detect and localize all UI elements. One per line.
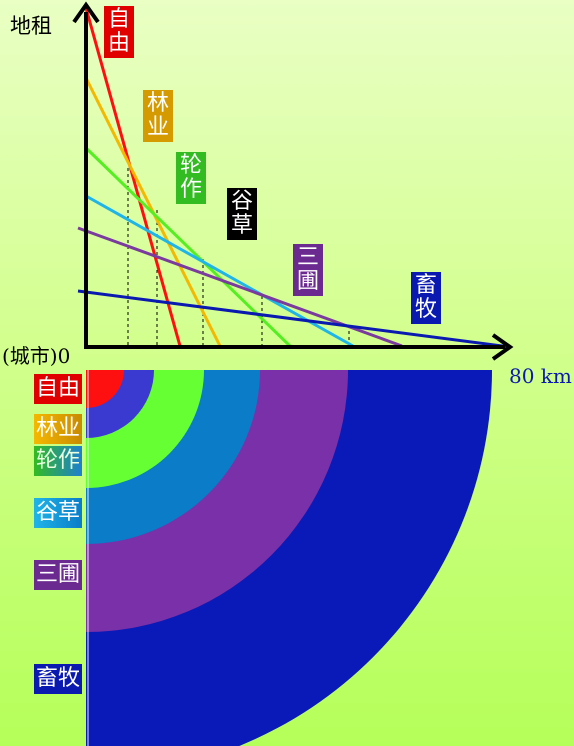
legend-sanpu: 三圃 [34, 560, 83, 590]
legend-lunzuo: 轮作 [34, 446, 83, 476]
zone-label-linye: 林业 [143, 90, 173, 142]
rent-line-sanpu [77, 226, 403, 348]
zone-label-sanpu: 三圃 [293, 244, 323, 296]
zone-label-xumu: 畜牧 [411, 272, 441, 324]
rent-chart [72, 1, 514, 361]
legend-ziyou: 自由 [34, 374, 83, 404]
x-axis-end-label: 80 km [509, 364, 572, 388]
zone-label-ziyou: 自由 [104, 6, 134, 58]
legend-linye: 林业 [34, 414, 83, 444]
ring-ziyou [86, 370, 124, 408]
ring-outside [238, 370, 492, 746]
legend-gucao: 谷草 [34, 498, 83, 528]
origin-label: (城市)0 [2, 344, 71, 368]
rent-line-ziyou [84, 7, 182, 347]
zone-label-lunzuo: 轮作 [176, 152, 206, 204]
x-axis-arrow [491, 333, 514, 361]
rent-line-xumu [77, 289, 511, 349]
zone-label-gucao: 谷草 [227, 188, 257, 240]
legend-xumu: 畜牧 [34, 664, 83, 694]
y-axis-arrow [72, 1, 100, 24]
y-axis-label: 地租 [10, 14, 52, 38]
